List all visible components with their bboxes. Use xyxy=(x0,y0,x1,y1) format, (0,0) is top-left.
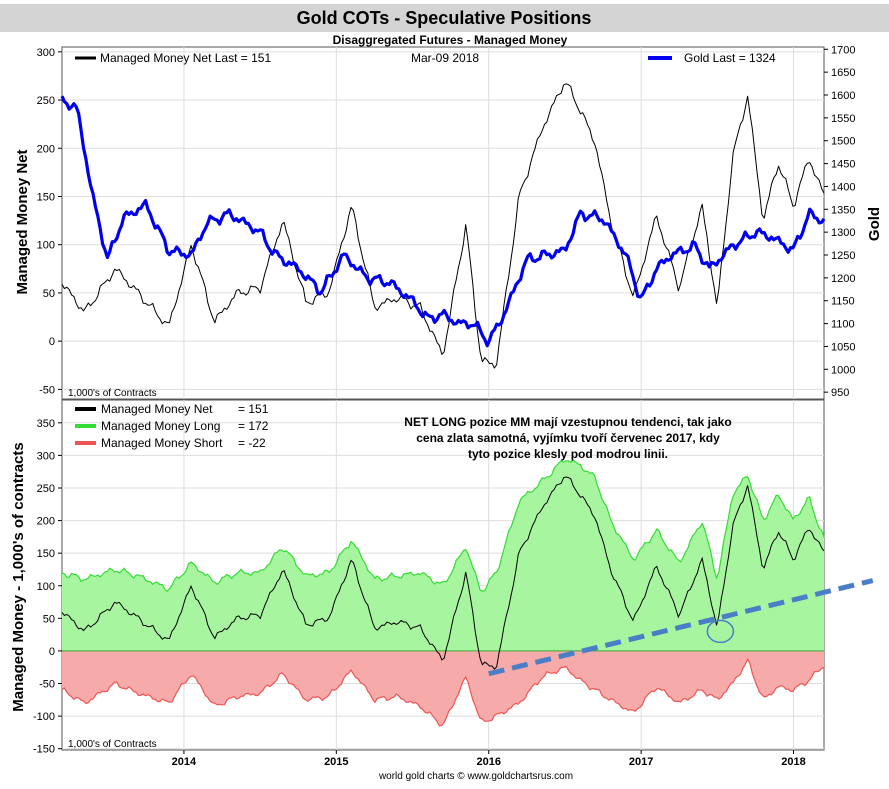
bottom-area-long xyxy=(62,460,824,651)
top-y2tick-label: 1700 xyxy=(831,44,855,56)
top-y2-axis-label: Gold xyxy=(866,207,883,241)
footer-credit: world gold charts © www.goldchartsrus.co… xyxy=(378,771,573,782)
bottom-ytick-label: 350 xyxy=(37,418,55,430)
bottom-legend-value-short: = -22 xyxy=(238,436,266,450)
annotation-line: cena zlata samotná, vyjímku tvoří červen… xyxy=(416,431,720,445)
top-y-axis-label: Managed Money Net xyxy=(14,149,31,294)
top-gridlines xyxy=(62,47,824,399)
top-ytick-label: -50 xyxy=(39,384,55,396)
top-ytick-label: 250 xyxy=(37,95,55,107)
top-y2tick-label: 1150 xyxy=(831,296,855,308)
bottom-legend-label-short: Managed Money Short xyxy=(101,436,223,450)
bottom-ytick-label: -150 xyxy=(33,744,55,756)
title-bar xyxy=(0,4,889,32)
top-plot-area xyxy=(61,46,825,400)
top-ytick-label: 200 xyxy=(37,143,55,155)
bottom-line-short xyxy=(61,657,825,727)
annotation-circle xyxy=(706,619,735,644)
bottom-legend: Managed Money Net = 151 Managed Money Long… xyxy=(75,402,269,450)
bottom-ytick-label: -50 xyxy=(39,679,55,691)
bottom-ytick-label: 100 xyxy=(37,581,55,593)
bottom-ytick-label: 50 xyxy=(43,613,55,625)
bottom-xtick-label: 2018 xyxy=(781,756,805,768)
bottom-xtick-label: 2017 xyxy=(629,756,653,768)
top-y2tick-label: 1450 xyxy=(831,159,855,171)
bottom-ytick-label: 150 xyxy=(37,548,55,560)
bottom-xtick-label: 2016 xyxy=(476,756,500,768)
bottom-xtick-label: 2015 xyxy=(324,756,348,768)
trend-overlay xyxy=(488,578,874,677)
bottom-series xyxy=(61,459,825,727)
chart-subtitle: Disaggregated Futures - Managed Money xyxy=(333,33,568,47)
top-panel: -50 0 50 100 150 200 250 300 950 1000 1050 1100 115… xyxy=(14,44,883,400)
top-y2tick-label: 950 xyxy=(831,387,849,399)
top-y2tick-label: 1650 xyxy=(831,67,855,79)
top-y2tick-label: 1550 xyxy=(831,113,855,125)
top-ytick-label: 300 xyxy=(37,47,55,59)
bottom-xtick-label: 2014 xyxy=(172,756,197,768)
top-y2tick-label: 1600 xyxy=(831,90,855,102)
top-y2tick-label: 1200 xyxy=(831,273,855,285)
bottom-left-axis: -150 -100 -50 0 50 100 150 200 250 300 350 xyxy=(33,418,62,756)
bottom-legend-value-long: = 172 xyxy=(238,419,269,433)
top-y2tick-label: 1250 xyxy=(831,250,855,262)
top-y2tick-label: 1500 xyxy=(831,136,855,148)
top-ytick-label: 0 xyxy=(49,336,55,348)
bottom-legend-label-long: Managed Money Long xyxy=(101,419,220,433)
top-legend-date: Mar-09 2018 xyxy=(411,51,479,65)
annotation-text: NET LONG pozice MM mají vzestupnou tende… xyxy=(404,415,731,461)
annotation-line: tyto pozice klesly pod modrou linii. xyxy=(468,447,668,461)
top-left-axis: -50 0 50 100 150 200 250 300 xyxy=(37,47,62,396)
top-y2tick-label: 1000 xyxy=(831,364,855,376)
bottom-area-short xyxy=(62,650,824,726)
top-ytick-label: 50 xyxy=(43,288,55,300)
top-right-axis: 950 1000 1050 1100 1150 1200 1250 1300 1350 1400 1… xyxy=(824,44,855,399)
annotation-line: NET LONG pozice MM mají vzestupnou tende… xyxy=(404,415,731,429)
bottom-ytick-label: 0 xyxy=(49,646,55,658)
top-y2tick-label: 1100 xyxy=(831,319,855,331)
bottom-unit-note: 1,000's of Contracts xyxy=(68,739,157,750)
top-y2tick-label: 1300 xyxy=(831,227,855,239)
bottom-line-net xyxy=(61,476,825,670)
chart-title: Gold COTs - Speculative Positions xyxy=(297,8,592,28)
top-y2tick-label: 1350 xyxy=(831,204,855,216)
bottom-x-axis: 2014 2015 2016 2017 2018 xyxy=(172,750,806,768)
bottom-legend-value-net: = 151 xyxy=(238,402,269,416)
bottom-legend-label-net: Managed Money Net xyxy=(101,402,213,416)
top-y2tick-label: 1050 xyxy=(831,341,855,353)
bottom-ytick-label: -100 xyxy=(33,711,55,723)
bottom-ytick-label: 200 xyxy=(37,516,55,528)
top-ytick-label: 150 xyxy=(37,191,55,203)
top-ytick-label: 100 xyxy=(37,240,55,252)
bottom-line-long xyxy=(61,459,825,593)
top-legend-net: Managed Money Net Last = 151 xyxy=(100,51,271,65)
top-unit-note: 1,000's of Contracts xyxy=(68,388,157,399)
bottom-ytick-label: 250 xyxy=(37,483,55,495)
bottom-ytick-label: 300 xyxy=(37,450,55,462)
top-series-lines xyxy=(60,83,826,369)
bottom-y-axis-label: Managed Money - 1,000's of contracts xyxy=(10,442,27,711)
top-series-gold xyxy=(60,95,826,348)
top-legend-gold: Gold Last = 1324 xyxy=(684,51,776,65)
trend-line xyxy=(488,578,874,677)
top-y2tick-label: 1400 xyxy=(831,181,855,193)
